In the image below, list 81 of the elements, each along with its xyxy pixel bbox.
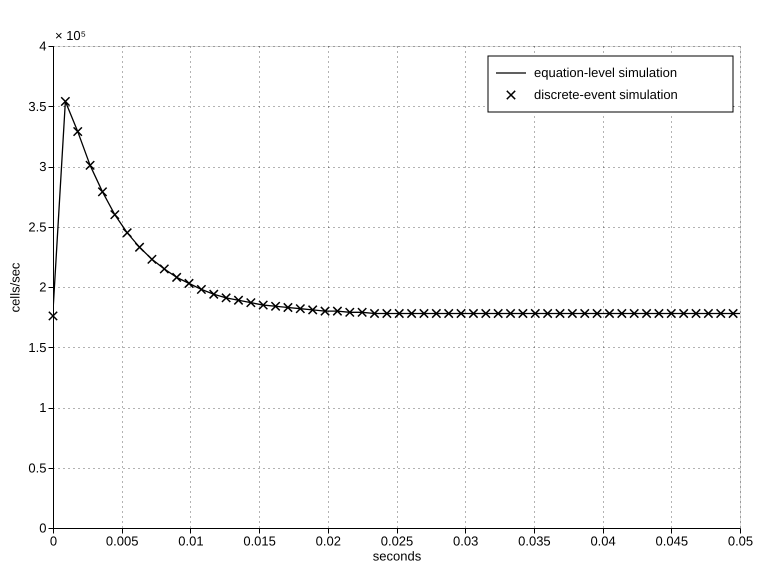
point (518, 308, 528, 318)
point (654, 308, 664, 318)
point (72, 126, 83, 136)
point (332, 306, 342, 316)
point (382, 308, 392, 318)
point (246, 298, 256, 308)
point (616, 308, 627, 318)
point (172, 272, 182, 282)
point (506, 308, 516, 318)
point (320, 306, 330, 316)
y-tick-label: 0.5 (28, 460, 46, 476)
y-tick-label: 4 (39, 38, 46, 54)
y-axis-title: cells/sec (7, 262, 22, 312)
point (480, 308, 491, 318)
point (122, 228, 132, 238)
point (580, 308, 590, 318)
point (703, 308, 714, 318)
point (555, 308, 565, 318)
point (530, 308, 540, 318)
point (110, 210, 120, 220)
point (295, 304, 306, 314)
point (468, 308, 478, 318)
point (666, 308, 676, 318)
point (456, 308, 466, 318)
point (270, 301, 281, 312)
point (728, 308, 738, 318)
point (196, 284, 206, 294)
x-tick-label: 0.005 (106, 534, 138, 548)
point (258, 300, 268, 310)
x-tick-label: 0.01 (178, 534, 204, 548)
point (493, 308, 504, 318)
legend-label: discrete-event simulation (534, 87, 678, 102)
x-tick-label: 0.05 (728, 534, 754, 548)
x-tick-label: 0 (50, 534, 58, 548)
point (444, 308, 454, 318)
point (85, 160, 96, 170)
y-tick-label: 1.5 (28, 340, 46, 355)
text: × 10⁵ (55, 28, 86, 43)
x-tick-label: 0.04 (590, 534, 616, 548)
point (419, 308, 429, 318)
point (678, 308, 689, 318)
y-tick-label: 1 (39, 400, 46, 415)
point (567, 308, 578, 318)
point (344, 307, 355, 318)
x-tick-label: 0.045 (656, 534, 688, 548)
point (234, 295, 244, 306)
point (283, 302, 293, 312)
point (134, 242, 144, 252)
y-tick-label: 2 (39, 280, 46, 294)
point (592, 308, 602, 318)
x-tick-label: 0.015 (243, 534, 276, 548)
x-tick-label: 0.02 (316, 534, 341, 548)
legend-label: equation-level simulation (534, 65, 678, 80)
point (357, 307, 368, 318)
point (394, 308, 404, 318)
point (542, 308, 553, 318)
x-tick-label: 0.035 (518, 534, 551, 548)
point (642, 308, 652, 318)
point (146, 254, 157, 264)
x-tick-label: 0.025 (380, 534, 414, 548)
point (431, 308, 442, 318)
y-tick-label: 0 (39, 520, 46, 536)
y-tick-label: 2.5 (28, 219, 46, 234)
x-tick-label: 0.03 (453, 534, 478, 548)
point (604, 308, 614, 318)
x-axis-title: seconds (372, 548, 422, 564)
point (629, 308, 640, 318)
point (48, 310, 58, 321)
point (691, 308, 701, 318)
point (308, 304, 318, 315)
point (221, 292, 232, 303)
point (370, 308, 380, 318)
point (406, 308, 417, 318)
point (98, 186, 108, 197)
point (184, 278, 194, 288)
point (60, 96, 70, 106)
point (716, 308, 726, 318)
y-tick-label: 3 (39, 159, 46, 174)
point (208, 289, 219, 300)
point (159, 264, 170, 274)
y-tick-label: 3.5 (28, 98, 46, 114)
